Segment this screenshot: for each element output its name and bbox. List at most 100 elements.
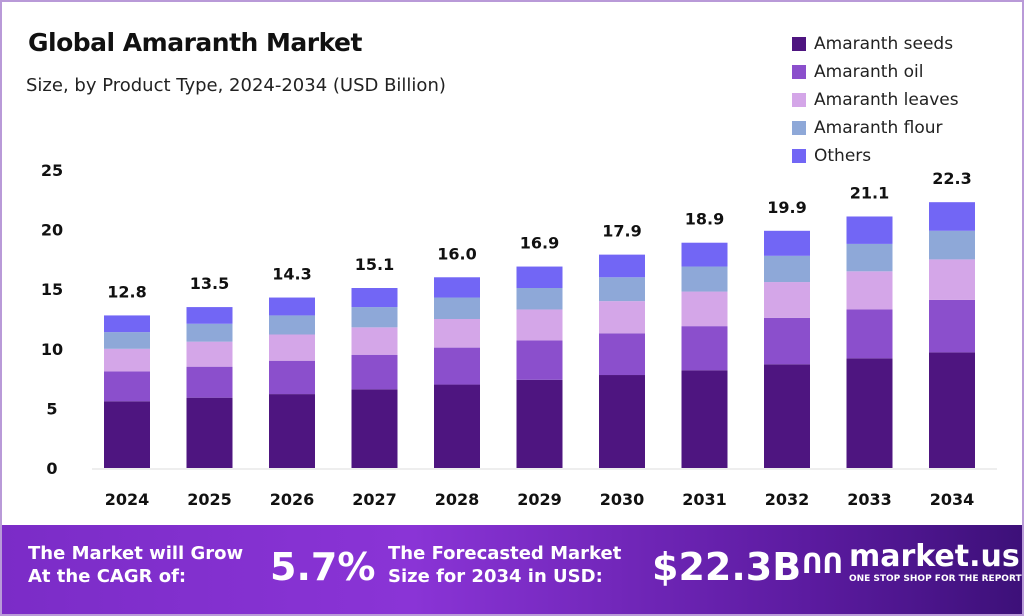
- chart-title: Global Amaranth Market: [28, 28, 362, 57]
- bar-segment: [599, 301, 645, 334]
- bar-total-label: 21.1: [850, 183, 889, 202]
- legend-item: Amaranth seeds: [792, 30, 959, 58]
- bar-total-label: 17.9: [602, 222, 641, 241]
- legend-swatch: [792, 121, 806, 135]
- legend-item: Amaranth oil: [792, 58, 959, 86]
- legend-label: Amaranth flour: [814, 118, 943, 138]
- bar-segment: [929, 230, 975, 260]
- bar-segment: [599, 277, 645, 302]
- bar-segment: [681, 242, 728, 267]
- bar-total-label: 12.8: [107, 282, 146, 301]
- logo-tagline: ONE STOP SHOP FOR THE REPORTS: [848, 574, 1024, 584]
- bar-segment: [351, 327, 398, 355]
- x-tick-label: 2027: [352, 490, 397, 509]
- x-tick-label: 2030: [600, 490, 645, 509]
- bar-segment: [929, 352, 975, 468]
- bar-segment: [186, 307, 233, 324]
- bar-segment: [929, 299, 975, 353]
- x-tick-label: 2026: [270, 490, 315, 509]
- x-tick-label: 2029: [517, 490, 562, 509]
- forecast-value: $22.3B: [652, 545, 802, 589]
- bar-segment: [269, 360, 315, 395]
- bar-segment: [929, 259, 975, 300]
- logo-name: market.us: [848, 539, 1020, 574]
- bar-segment: [351, 288, 398, 308]
- bar-segment: [599, 375, 645, 468]
- legend-label: Amaranth oil: [814, 62, 924, 82]
- legend-item: Others: [792, 142, 959, 170]
- bar-segment: [516, 340, 563, 380]
- y-tick-label: 5: [46, 399, 57, 418]
- y-tick-label: 15: [41, 280, 63, 299]
- bar-segment: [434, 347, 480, 385]
- bar-segment: [434, 297, 480, 319]
- bar-segment: [764, 282, 810, 318]
- legend-swatch: [792, 149, 806, 163]
- y-tick-label: 25: [41, 161, 63, 180]
- bar-segment: [681, 291, 728, 327]
- legend-label: Others: [814, 146, 872, 166]
- bar-total-label: 14.3: [272, 265, 311, 284]
- bar-segment: [681, 370, 728, 468]
- cagr-label-line1: The Market will Grow: [28, 543, 244, 564]
- bar-segment: [434, 319, 480, 348]
- legend: Amaranth seeds Amaranth oil Amaranth leave…: [792, 30, 959, 170]
- legend-label: Amaranth seeds: [814, 34, 954, 54]
- bar-segment: [846, 216, 893, 244]
- forecast-label-line1: The Forecasted Market: [388, 543, 622, 564]
- bar-segment: [434, 384, 480, 468]
- bar-segment: [434, 277, 480, 298]
- bar-segment: [269, 394, 315, 468]
- bar-segment: [269, 297, 315, 316]
- bar-total-label: 19.9: [767, 198, 806, 217]
- bar-segment: [186, 397, 233, 468]
- bar-segment: [681, 326, 728, 371]
- bar-segment: [516, 379, 563, 468]
- bar-segment: [351, 354, 398, 390]
- legend-label: Amaranth leaves: [814, 90, 959, 110]
- bar-segment: [104, 332, 150, 349]
- bar-segment: [599, 254, 645, 278]
- bar-total-label: 18.9: [685, 210, 724, 229]
- legend-item: Amaranth flour: [792, 114, 959, 142]
- x-tick-label: 2031: [682, 490, 727, 509]
- legend-swatch: [792, 93, 806, 107]
- bar-segment: [516, 309, 563, 341]
- bar-segment: [104, 315, 150, 333]
- footer-banner: The Market will Grow At the CAGR of: 5.7…: [2, 525, 1024, 614]
- bar-segment: [269, 334, 315, 361]
- bar-segment: [846, 271, 893, 310]
- bar-segment: [186, 341, 233, 367]
- bar-segment: [846, 358, 893, 468]
- x-tick-label: 2028: [435, 490, 480, 509]
- bar-segment: [846, 243, 893, 272]
- bar-segment: [104, 401, 150, 468]
- bar-segment: [104, 348, 150, 372]
- x-tick-label: 2024: [105, 490, 150, 509]
- bar-segment: [764, 317, 810, 365]
- bar-segment: [516, 266, 563, 289]
- chart-subtitle: Size, by Product Type, 2024-2034 (USD Bi…: [26, 75, 446, 96]
- legend-swatch: [792, 65, 806, 79]
- bar-segment: [104, 371, 150, 402]
- bar-segment: [351, 389, 398, 468]
- logo-mark-icon: ՈՈ: [802, 546, 843, 580]
- cagr-label-line2: At the CAGR of:: [28, 566, 187, 587]
- bar-total-label: 16.9: [520, 234, 559, 253]
- x-tick-label: 2025: [187, 490, 232, 509]
- y-tick-label: 10: [41, 340, 63, 359]
- bar-segment: [351, 307, 398, 328]
- y-tick-label: 0: [46, 459, 57, 478]
- bar-segment: [186, 366, 233, 398]
- bar-total-label: 22.3: [932, 169, 971, 188]
- bar-segment: [764, 255, 810, 283]
- bar-segment: [516, 288, 563, 310]
- bar-segment: [681, 266, 728, 292]
- bar-segment: [764, 364, 810, 468]
- legend-item: Amaranth leaves: [792, 86, 959, 114]
- x-tick-label: 2033: [847, 490, 892, 509]
- x-tick-label: 2034: [930, 490, 975, 509]
- bar-total-label: 16.0: [437, 244, 476, 263]
